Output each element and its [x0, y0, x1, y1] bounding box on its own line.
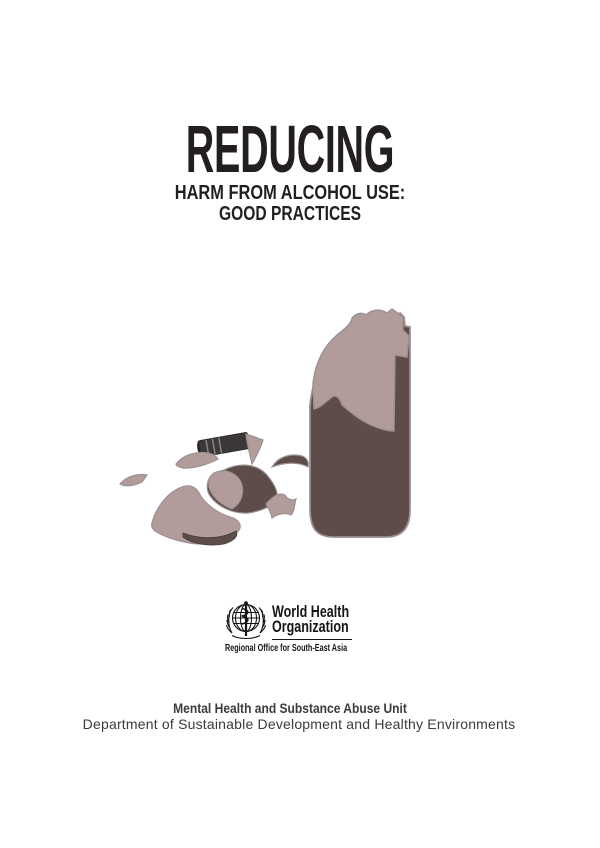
cover-title: REDUCING	[185, 112, 395, 187]
cover-subtitle-line2: GOOD PRACTICES	[219, 202, 361, 225]
broken-neck-glass	[245, 433, 264, 466]
who-logo-name-line1: World Health	[272, 603, 350, 621]
footer-unit-name: Mental Health and Substance Abuse Unit	[173, 700, 407, 716]
glass-shards	[119, 451, 309, 546]
who-logo-name: World Health Organization	[272, 603, 350, 636]
who-logo-name-line2: Organization	[272, 618, 349, 636]
cover-subtitle-line1: HARM FROM ALCOHOL USE:	[174, 181, 406, 204]
bottle-body	[309, 308, 411, 538]
who-emblem-icon	[225, 601, 267, 640]
who-regional-office-label: Regional Office for South-East Asia	[225, 642, 348, 654]
who-logo-rule	[272, 639, 352, 640]
footer-department-name: Department of Sustainable Development an…	[82, 716, 516, 732]
